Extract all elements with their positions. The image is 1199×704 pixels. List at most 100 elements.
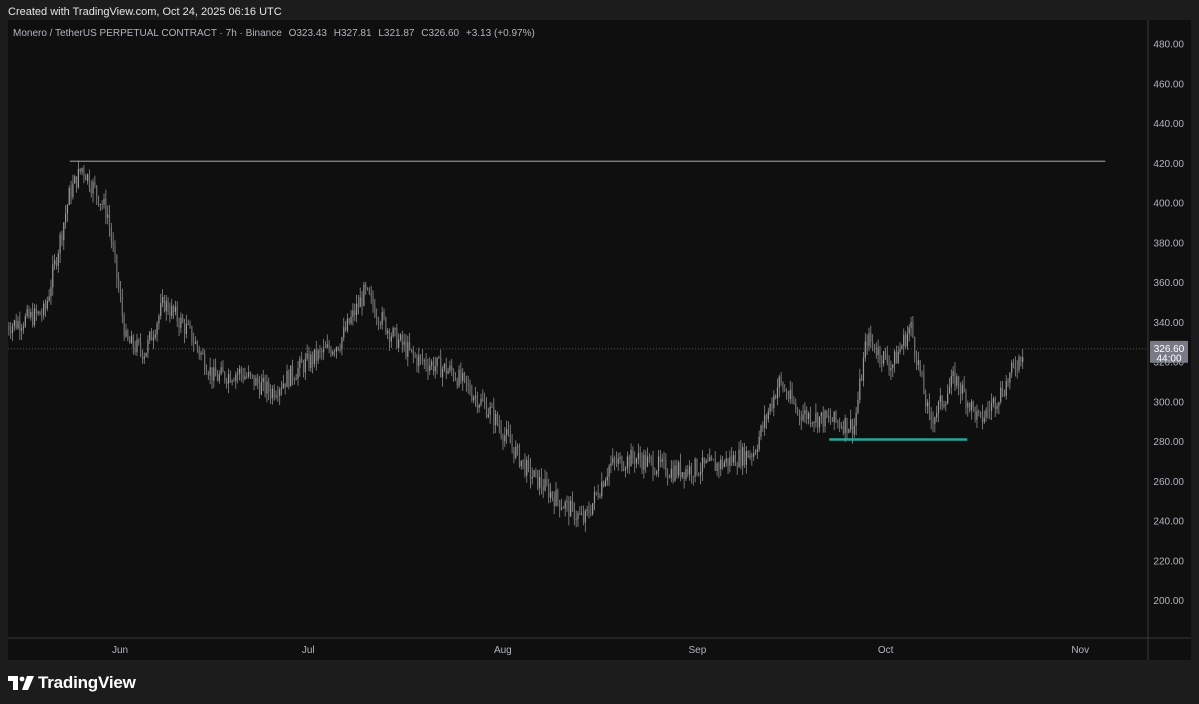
candle [46,296,48,312]
candle [313,349,316,368]
tradingview-logo[interactable]: TradingView [8,673,136,693]
candle [560,498,563,511]
candle [689,460,691,481]
candle [473,395,475,404]
candle [504,426,506,448]
candle [923,364,925,395]
candle [269,384,272,405]
candle [720,455,722,477]
candle [592,503,594,516]
candle [723,459,725,468]
candle [319,344,321,359]
candle [701,450,704,481]
candle [429,357,431,375]
candle [242,367,244,384]
candle [895,345,898,364]
candle [484,392,486,410]
candle [623,460,625,472]
candle [246,372,248,380]
candle [806,406,808,425]
candle [985,407,987,422]
candle [710,455,713,462]
candle [773,390,775,417]
chart-frame[interactable]: 200.00 220.00 240.00 260.00 280.00 300.00 320.… [8,20,1191,660]
candle [632,446,634,465]
candle [672,460,674,484]
candle [480,393,482,407]
candle [207,370,209,380]
candle [506,420,508,444]
candle [582,505,585,526]
candle [277,385,279,402]
candle [910,317,912,337]
candle [734,450,736,467]
candle [1011,359,1013,378]
candle [828,408,830,423]
candle [577,510,579,527]
candle [670,460,672,483]
candle [354,303,356,321]
candle [209,357,211,385]
candle [703,457,705,468]
candle [952,366,954,384]
candle [374,298,376,319]
price-tick-label: 300.00 [1153,397,1184,408]
candle [934,416,936,433]
candle [288,369,290,390]
chart-legend: Monero / TetherUS PERPETUAL CONTRACT · 7… [13,28,539,39]
candle [202,347,204,356]
candle [306,344,308,362]
candle [520,460,522,470]
candle [738,441,740,468]
candle [700,462,702,485]
candle [355,294,358,323]
candle [365,281,367,295]
legend-symbol[interactable]: Monero / TetherUS PERPETUAL CONTRACT · 7… [13,28,282,39]
candle [205,364,208,375]
candle [959,382,962,404]
candle [948,377,951,394]
candle [301,351,303,364]
candle [969,402,971,413]
candle [753,445,755,461]
candle [421,348,424,365]
candle [427,358,429,380]
candle [392,325,394,338]
candle [41,308,43,322]
candle [945,400,947,412]
candle [555,481,557,507]
candle [668,474,671,479]
candle [86,173,89,185]
candle [840,422,843,430]
candle [842,420,844,436]
candle [293,376,295,385]
candle [549,482,552,503]
candle [603,480,605,488]
candle [978,409,980,417]
candle [610,455,612,474]
candle [28,305,30,319]
candle [451,358,453,377]
candle [937,400,940,423]
candle [758,430,760,452]
candle [800,410,802,430]
candle [780,372,782,387]
candle [958,375,960,396]
candle [405,334,407,360]
candle [705,458,707,464]
candle [387,328,389,340]
candle [974,406,976,423]
footer: TradingView [0,660,1199,704]
candle [694,457,696,483]
candle [343,317,345,342]
candle [667,468,669,486]
candle [410,348,413,353]
candle [52,255,54,296]
legend-change: +3.13 (+0.97%) [465,28,535,39]
price-chart[interactable]: 200.00 220.00 240.00 260.00 280.00 300.00 320.… [8,20,1191,660]
candle [368,287,370,295]
candle [749,450,751,460]
price-tick-label: 220.00 [1153,556,1184,567]
candle [11,323,14,342]
candle [507,421,510,437]
